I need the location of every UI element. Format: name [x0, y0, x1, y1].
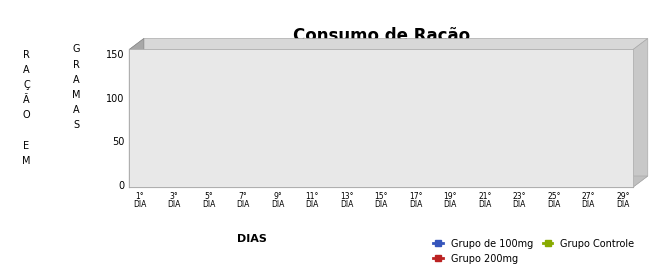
Text: S: S: [73, 120, 80, 130]
Text: Ã: Ã: [23, 95, 30, 105]
Text: A: A: [23, 65, 30, 75]
Text: M: M: [72, 90, 80, 100]
Text: E: E: [23, 141, 30, 151]
Text: DIAS: DIAS: [237, 234, 267, 244]
Text: O: O: [23, 111, 30, 120]
Text: G: G: [72, 45, 80, 54]
Text: M: M: [23, 156, 30, 166]
Text: Ç: Ç: [23, 80, 30, 90]
Text: A: A: [73, 75, 80, 85]
Text: R: R: [73, 60, 80, 70]
Text: A: A: [73, 105, 80, 115]
Text: R: R: [23, 50, 30, 60]
Title: Consumo de Ração: Consumo de Ração: [292, 27, 470, 45]
Legend: Grupo de 100mg, Grupo 200mg, Grupo Controle: Grupo de 100mg, Grupo 200mg, Grupo Contr…: [430, 235, 638, 267]
